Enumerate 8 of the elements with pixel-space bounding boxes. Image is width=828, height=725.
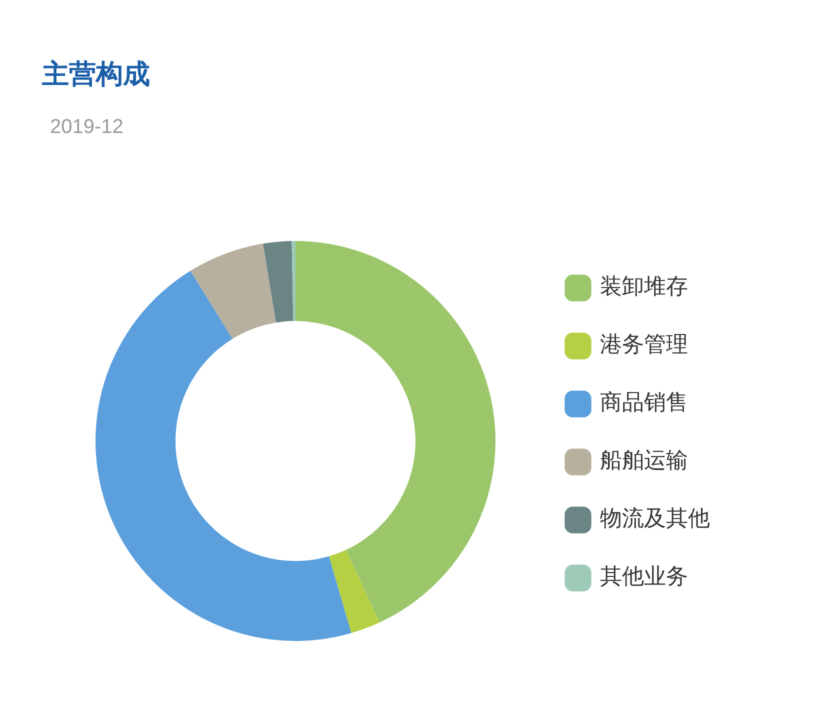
legend-label: 商品销售 — [600, 390, 688, 416]
legend-label: 装卸堆存 — [600, 274, 688, 300]
chart-title: 主营构成 — [42, 58, 150, 92]
chart-subtitle: 2019-12 — [50, 116, 124, 139]
legend-label: 物流及其他 — [600, 506, 710, 532]
legend-label: 港务管理 — [600, 332, 688, 358]
legend-label: 其他业务 — [600, 564, 688, 590]
legend-label: 船舶运输 — [600, 448, 688, 474]
